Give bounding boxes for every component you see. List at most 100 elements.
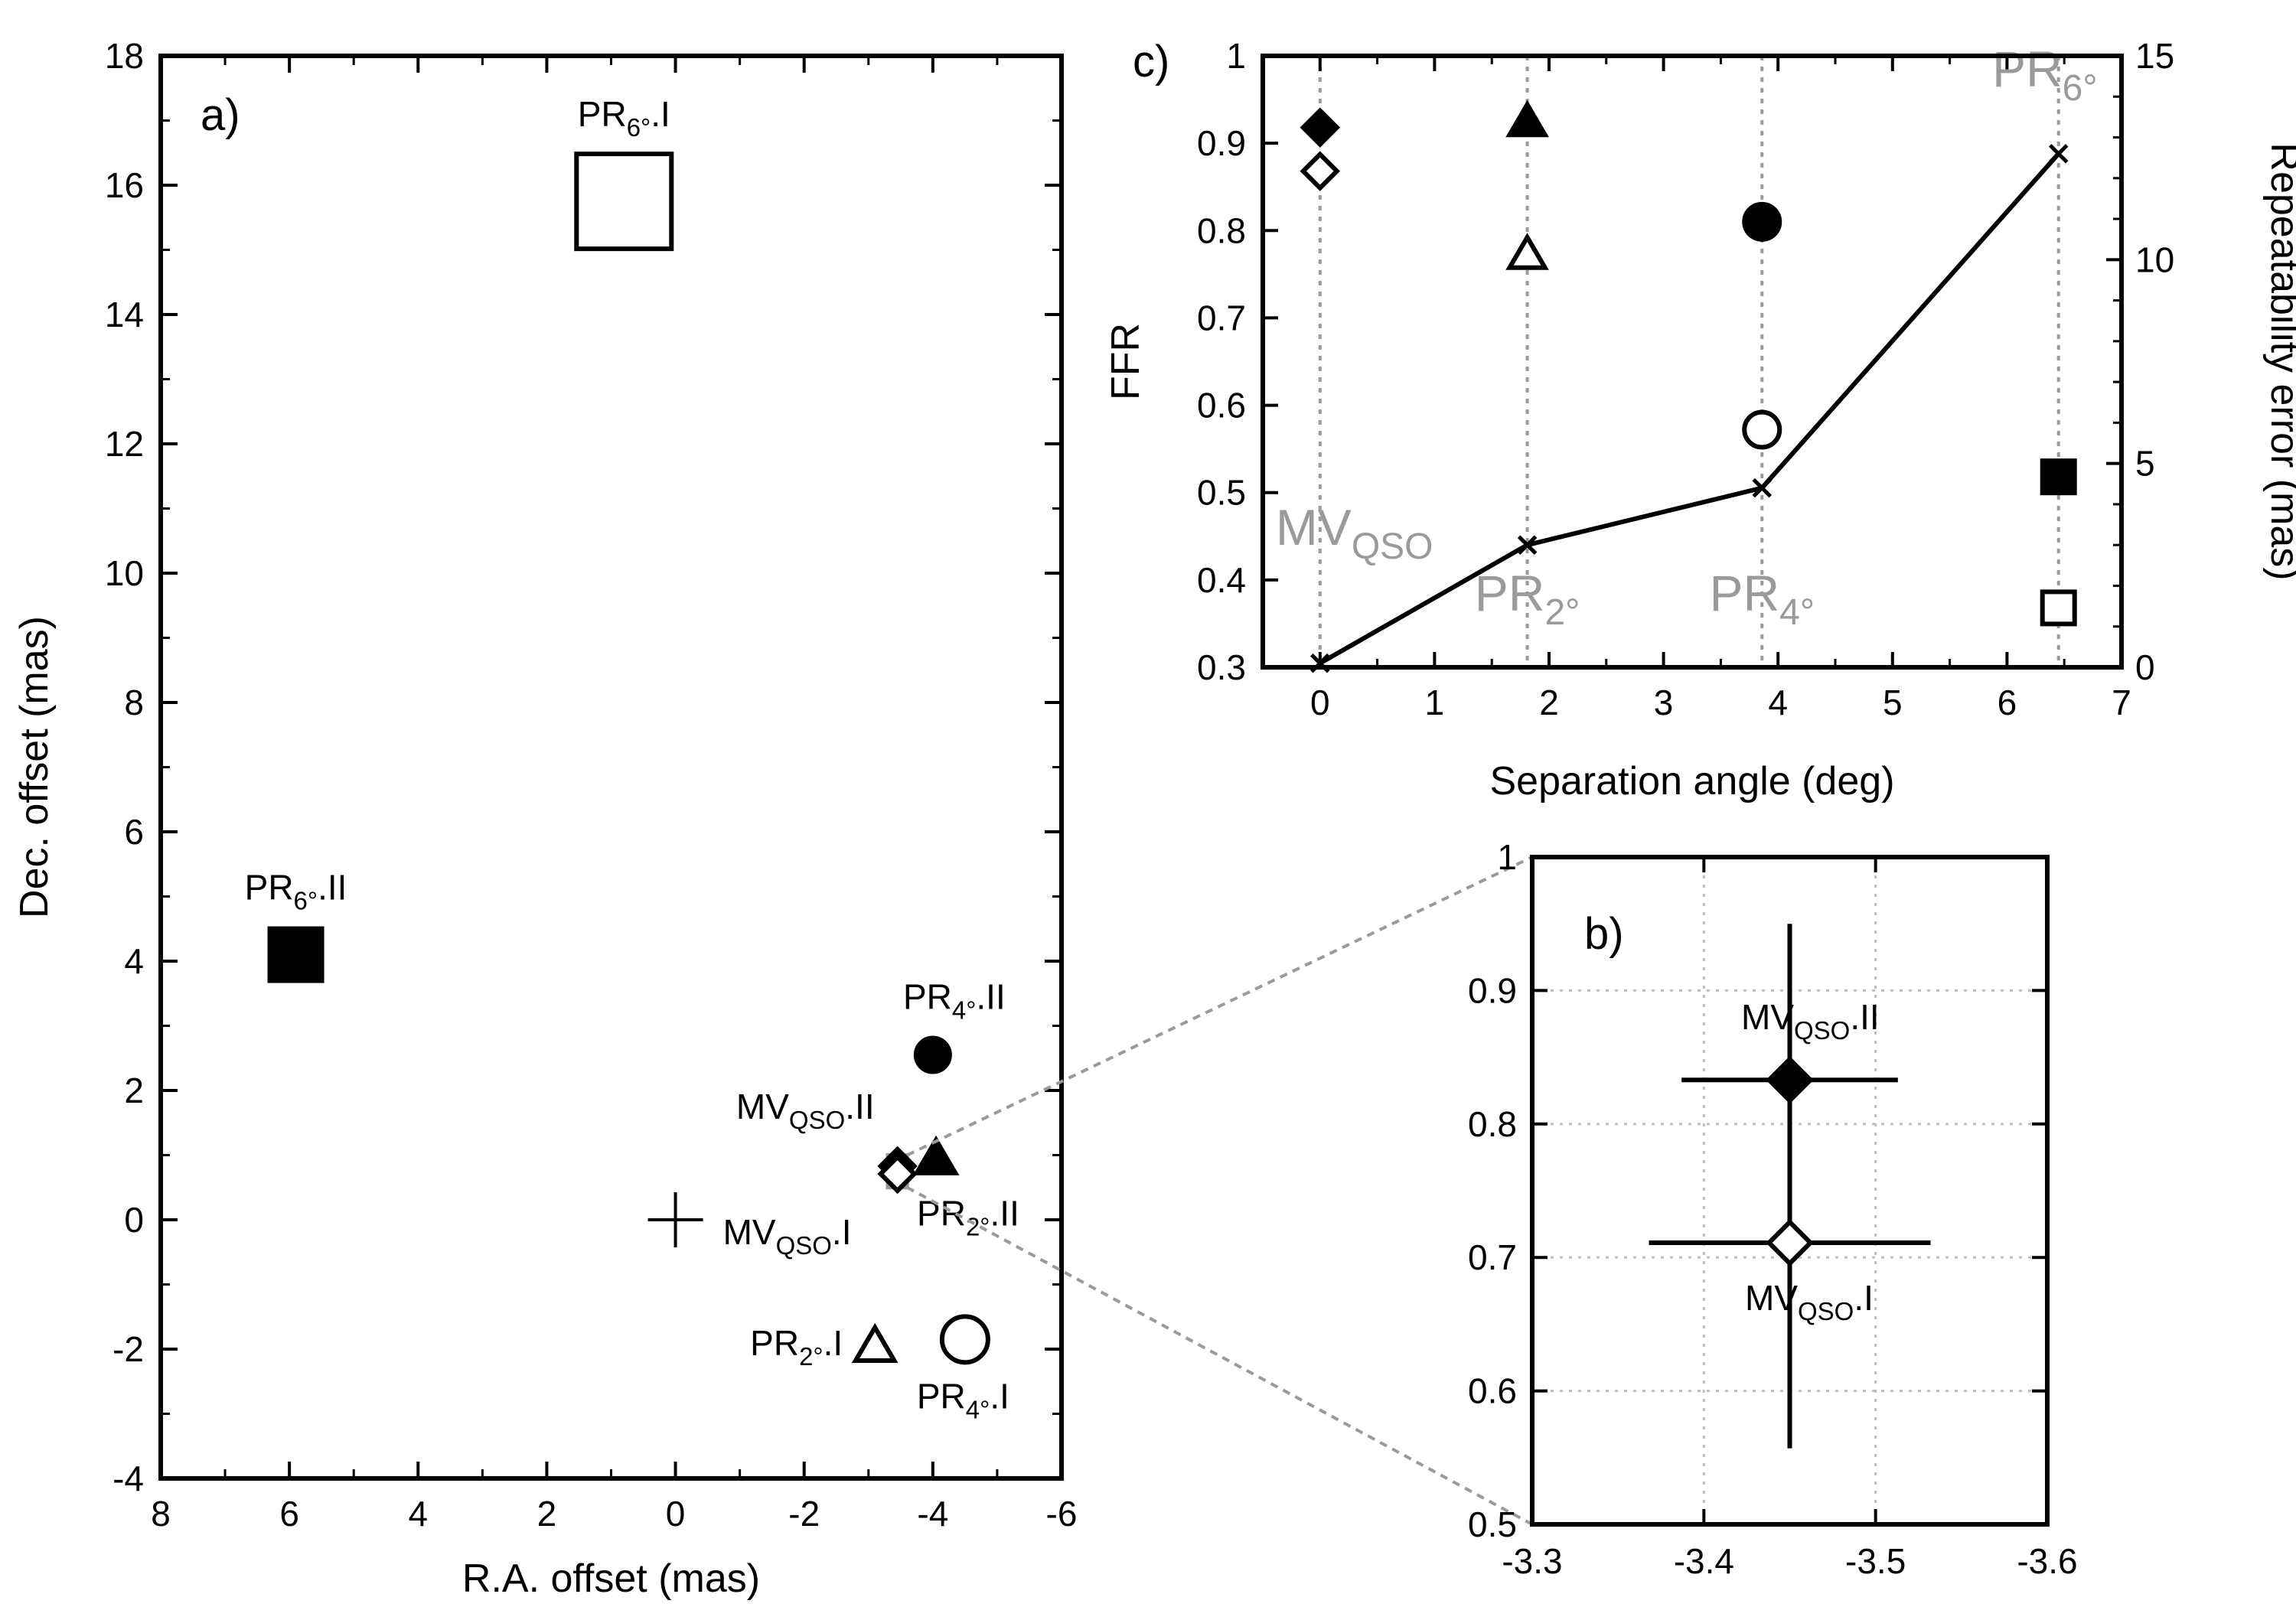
c-xtick-label: 4 bbox=[1768, 683, 1788, 722]
c-ffr-pr6-i bbox=[2040, 589, 2077, 627]
c-ffr-pr2-i bbox=[1505, 233, 1549, 270]
a-xtick-label: 2 bbox=[537, 1494, 557, 1534]
c-y2tick-label: 10 bbox=[2135, 240, 2174, 279]
b-xtick-label: -3.6 bbox=[2017, 1541, 2077, 1581]
b-xtick-label: -3.4 bbox=[1674, 1541, 1734, 1581]
c-y2tick-label: 5 bbox=[2135, 444, 2155, 484]
a-ytick-label: 6 bbox=[124, 812, 144, 852]
c-xtick-label: 7 bbox=[2112, 683, 2131, 722]
a-point-mvqso-i bbox=[877, 1153, 918, 1195]
a-point-pr4-i bbox=[939, 1314, 990, 1365]
zoom-connector-lines bbox=[906, 856, 1533, 1526]
c-vline-label: PR4° bbox=[1709, 565, 1815, 633]
a-point-label: PR2°.I bbox=[750, 1323, 843, 1371]
a-point-pr6-i bbox=[574, 152, 674, 252]
b-label-mvqso-i: MVQSO.I bbox=[1745, 1278, 1874, 1325]
a-ytick-label: 0 bbox=[124, 1200, 144, 1240]
b-frame bbox=[1530, 855, 2050, 1527]
a-point-pr4-ii bbox=[913, 1035, 952, 1074]
b-panel-label: b) bbox=[1584, 909, 1624, 959]
a-point-label: PR6°.I bbox=[578, 94, 670, 142]
a-xtick-label: -6 bbox=[1046, 1494, 1078, 1534]
c-ytick-label: 0.8 bbox=[1197, 210, 1246, 250]
c-xtick-label: 6 bbox=[1998, 683, 2017, 722]
a-ytick-label: 8 bbox=[124, 683, 144, 722]
a-point-label: PR4°.II bbox=[903, 977, 1006, 1025]
a-ytick-label: 14 bbox=[105, 295, 144, 334]
a-point-label: PR6°.II bbox=[245, 868, 347, 915]
c-ytick-label: 1 bbox=[1226, 36, 1246, 76]
b-label-mvqso-ii: MVQSO.II bbox=[1741, 997, 1880, 1045]
c-ytick-label: 0.3 bbox=[1197, 647, 1246, 687]
c-repeatability-point bbox=[2048, 144, 2069, 164]
c-repeatability-point bbox=[1517, 535, 1538, 555]
c-ytick-label: 0.7 bbox=[1197, 298, 1246, 337]
c-xlabel: Separation angle (deg) bbox=[1489, 759, 1894, 804]
a-panel-label: a) bbox=[201, 90, 240, 140]
c-ytick-label: 0.5 bbox=[1197, 473, 1246, 513]
c-ffr-pr4-ii bbox=[1742, 201, 1782, 242]
a-ytick-label: 10 bbox=[105, 553, 144, 593]
c-ytick-label: 0.9 bbox=[1197, 123, 1246, 163]
b-ytick-label: 0.5 bbox=[1468, 1504, 1517, 1544]
a-ytick-label: -4 bbox=[113, 1459, 144, 1498]
c-frame bbox=[1261, 54, 2124, 670]
a-ylabel: Dec. offset (mas) bbox=[12, 616, 57, 918]
c-repeatability-point bbox=[1752, 478, 1773, 498]
a-ytick-label: 4 bbox=[124, 941, 144, 981]
a-xtick-label: -4 bbox=[917, 1494, 948, 1534]
a-point-label: PR4°.I bbox=[917, 1376, 1009, 1423]
panel-a-ra-dec-offsets: 8 6 4 2 0 -2 -4 -6 -4 -2 0 2 4 6 8 10 12 14 16 18 R.A. offse… bbox=[12, 36, 1077, 1601]
a-point-pr2-ii bbox=[912, 1135, 960, 1175]
c-xtick-label: 0 bbox=[1310, 683, 1330, 722]
b-ytick-label: 0.7 bbox=[1468, 1237, 1517, 1277]
a-point-label: PR2°.II bbox=[917, 1194, 1019, 1241]
a-ytick-label: 18 bbox=[105, 36, 144, 76]
c-ytick-label: 0.6 bbox=[1197, 386, 1246, 425]
a-origin-label: MVQSO.I bbox=[723, 1212, 852, 1260]
c-vline-label: PR6° bbox=[1992, 41, 2098, 109]
c-y2tick-label: 0 bbox=[2135, 647, 2155, 687]
b-mvqso-i-marker bbox=[1766, 1218, 1814, 1267]
c-vline-label: MVQSO bbox=[1276, 499, 1433, 567]
c-repeatability-line bbox=[1319, 152, 2060, 666]
c-ylabel: FFR bbox=[1104, 323, 1148, 400]
b-ytick-label: 0.9 bbox=[1468, 970, 1517, 1010]
a-xtick-label: 8 bbox=[151, 1494, 171, 1534]
c-y2tick-label: 15 bbox=[2135, 36, 2174, 76]
b-xtick-label: -3.5 bbox=[1845, 1541, 1906, 1581]
b-ytick-label: 1 bbox=[1497, 837, 1517, 877]
a-ytick-label: -2 bbox=[113, 1329, 144, 1369]
a-xtick-label: 0 bbox=[666, 1494, 686, 1534]
c-ffr-mvqso-i bbox=[1300, 151, 1341, 191]
c-y2label: Repeatability error (mas) bbox=[2262, 142, 2296, 580]
c-ffr-pr4-i bbox=[1742, 409, 1782, 450]
b-ytick-label: 0.6 bbox=[1468, 1371, 1517, 1411]
c-panel-label: c) bbox=[1133, 37, 1169, 86]
b-ytick-label: 0.8 bbox=[1468, 1104, 1517, 1144]
b-xtick-label: -3.3 bbox=[1502, 1541, 1562, 1581]
a-point-pr6-ii bbox=[267, 926, 325, 983]
a-xtick-label: 6 bbox=[279, 1494, 299, 1534]
c-ffr-mvqso-ii bbox=[1300, 107, 1341, 148]
c-ffr-pr6-ii bbox=[2040, 458, 2077, 496]
a-point-pr2-i bbox=[851, 1322, 899, 1363]
c-xtick-label: 3 bbox=[1654, 683, 1674, 722]
c-ytick-label: 0.4 bbox=[1197, 560, 1246, 600]
panel-c-ffr-vs-separation: 0 1 2 3 4 5 6 70.30.40.50.60.70.80.91051015Sepa… bbox=[1104, 36, 2296, 804]
zoom-line-top bbox=[906, 856, 1533, 1157]
a-ytick-label: 2 bbox=[124, 1071, 144, 1110]
zoom-line-bottom bbox=[906, 1185, 1533, 1526]
a-frame bbox=[158, 54, 1064, 1481]
a-xtick-label: -2 bbox=[788, 1494, 820, 1534]
c-xtick-label: 2 bbox=[1539, 683, 1559, 722]
c-ffr-pr2-ii bbox=[1505, 99, 1549, 138]
panel-b-zoom-mvqso: -3.3 -3.4 -3.5 -3.6 0.5 0.6 0.7 0.8 0.9 1 b) MVQSO.… bbox=[1468, 837, 2078, 1581]
a-xtick-label: 4 bbox=[408, 1494, 428, 1534]
a-ytick-label: 12 bbox=[105, 424, 144, 464]
a-point-label: MVQSO.II bbox=[736, 1087, 875, 1134]
c-vline-label: PR2° bbox=[1475, 565, 1580, 633]
a-xlabel: R.A. offset (mas) bbox=[462, 1556, 760, 1601]
c-xtick-label: 1 bbox=[1425, 683, 1445, 722]
